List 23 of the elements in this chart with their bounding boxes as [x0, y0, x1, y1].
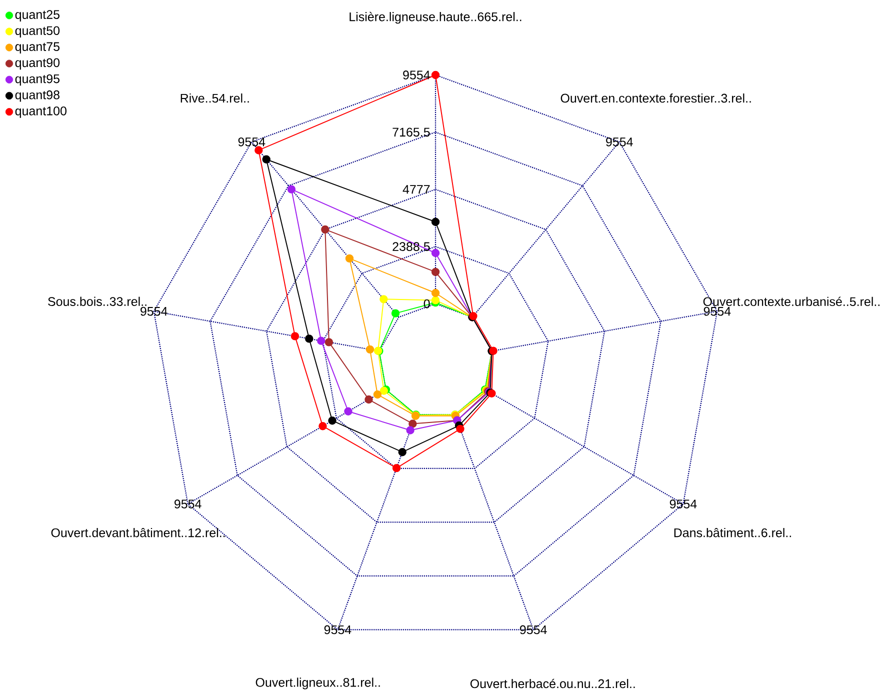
- spoke-label: Ouvert.ligneux..81.rel..: [256, 678, 380, 690]
- y-tick-label: 7165.5: [392, 128, 430, 137]
- spoke-label: Ouvert.contexte.urbanisé..5.rel..: [703, 296, 880, 306]
- legend-label: quant25: [15, 10, 60, 22]
- y-tick-label: 4777: [402, 185, 430, 194]
- legend-label: quant100: [15, 106, 66, 118]
- legend-label: quant50: [15, 26, 60, 38]
- spoke-label: Ouvert.en.contexte.forestier..3.rel..: [560, 93, 751, 103]
- text: 9554: [324, 625, 352, 634]
- text: 9554: [174, 500, 202, 508]
- text: 9554: [606, 137, 633, 146]
- spoke-label: Sous.bois..33.rel..: [48, 296, 146, 306]
- legend-label: quant90: [15, 58, 60, 70]
- legend-label: quant98: [15, 90, 60, 102]
- spoke-label: Ouvert.devant.bâtiment..12.rel..: [51, 528, 225, 538]
- spoke-label: Ouvert.herbacé.ou.nu..21.rel..: [470, 678, 635, 688]
- text: 9554: [704, 306, 731, 316]
- spoke-label: Lisière.ligneuse.haute..665.rel..: [350, 12, 522, 24]
- legend-label: quant75: [15, 42, 60, 54]
- legend-label: quant95: [15, 74, 60, 86]
- spoke-label: Dans.bâtiment..6.rel..: [674, 528, 791, 538]
- text: 9554: [140, 306, 168, 316]
- spoke-label: Rive..54.rel..: [180, 93, 249, 103]
